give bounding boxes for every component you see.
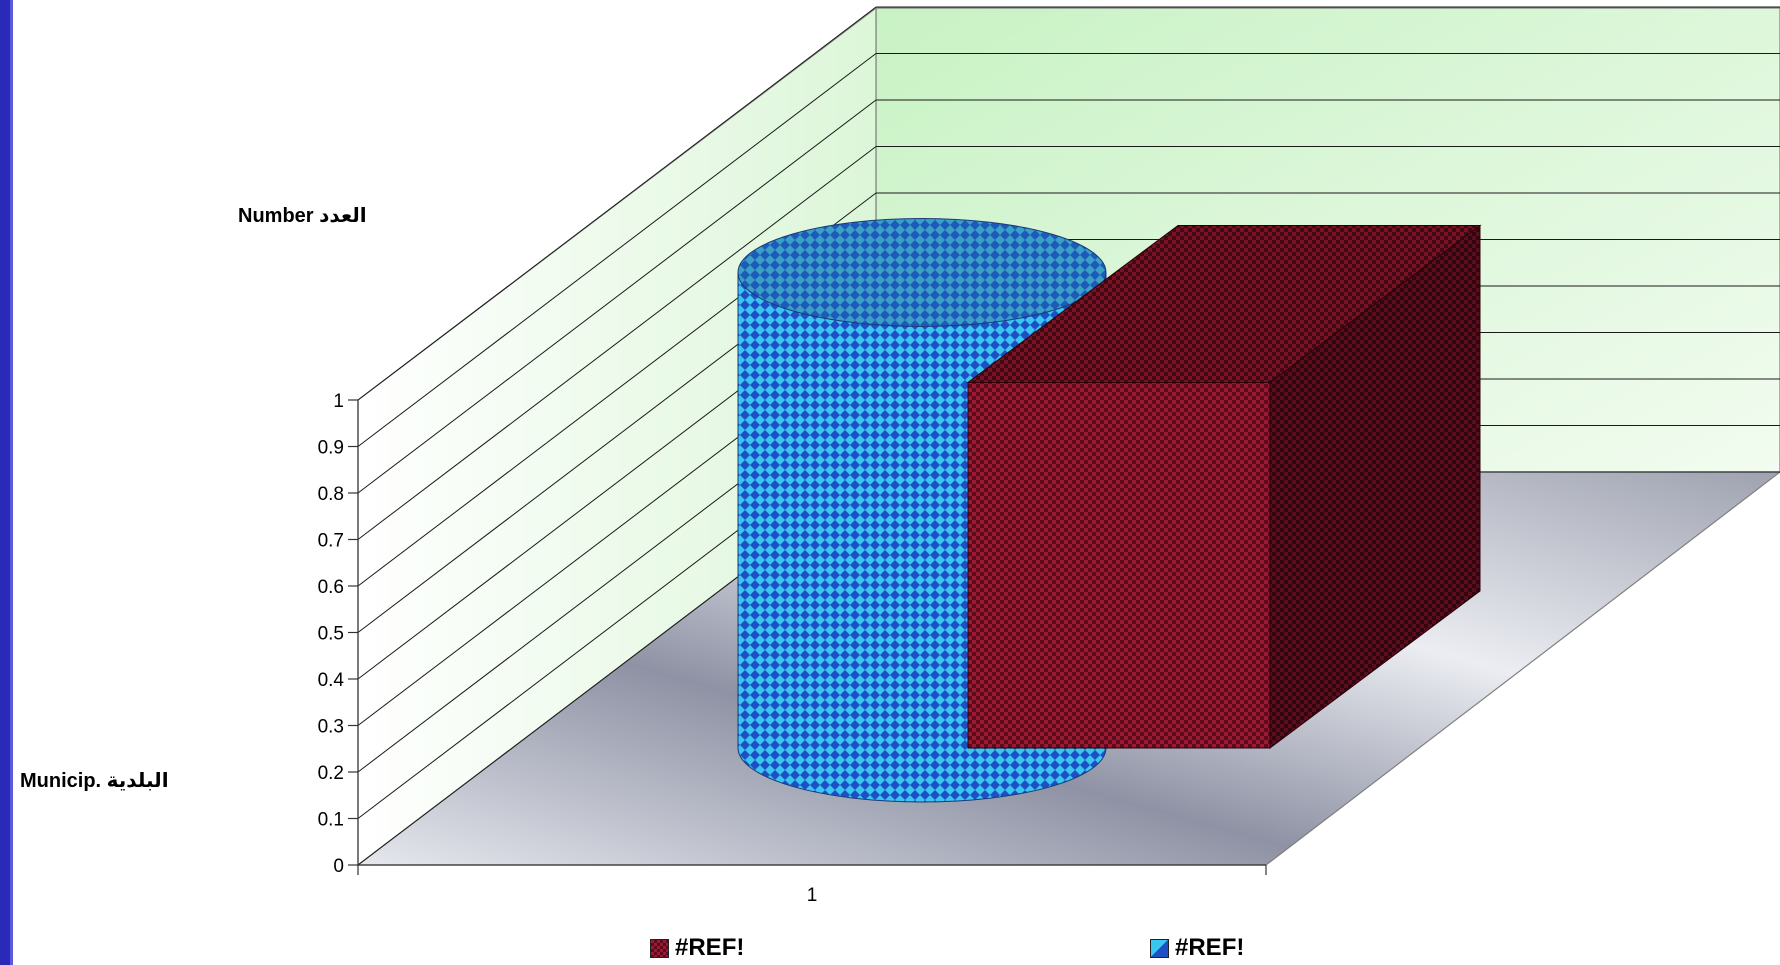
y-tick-label-9: 0.9 — [318, 438, 344, 459]
y-tick-label-1: 0.1 — [318, 810, 344, 831]
gridline-side-8 — [357, 99, 877, 494]
bar-box-front — [967, 381, 1271, 749]
y-tick-label-5: 0.5 — [318, 624, 344, 645]
x-tick-label-0: 1 — [807, 885, 818, 906]
legend-entry-1: #REF! — [650, 934, 744, 962]
y-tick-label-2: 0.2 — [318, 763, 344, 784]
gridline-side-7 — [357, 146, 877, 540]
y-tick-label-3: 0.3 — [318, 717, 344, 738]
bar-cylinder-top — [737, 217, 1107, 327]
x-axis: 1 — [357, 864, 1267, 906]
legend-swatch-2 — [1150, 938, 1169, 958]
y-axis-title: العدد Number — [238, 205, 367, 227]
y-tick-label-8: 0.8 — [318, 484, 344, 505]
y-axis: 0 0.1 0.2 0.3 0.4 0.5 0.6 0.7 0.8 0.9 1 — [318, 391, 359, 877]
legend-entry-2: #REF! — [1150, 934, 1244, 962]
bars — [737, 217, 1482, 803]
legend-swatch-1 — [650, 938, 669, 958]
x-axis-title: البلدية .Municip — [20, 770, 169, 792]
legend-label-1: #REF! — [675, 934, 745, 961]
gridline-side-10 — [357, 6, 877, 401]
left-border — [0, 0, 13, 965]
left-border-highlight — [10, 0, 13, 965]
y-tick-label-10: 1 — [333, 391, 344, 412]
legend-label-2: #REF! — [1175, 934, 1245, 961]
y-tick-label-0: 0 — [333, 856, 344, 877]
bar-box — [966, 224, 1482, 749]
y-tick-label-6: 0.6 — [318, 577, 344, 598]
y-tick-label-4: 0.4 — [318, 670, 345, 691]
y-tick-label-7: 0.7 — [318, 531, 344, 552]
gridline-side-9 — [357, 53, 877, 447]
